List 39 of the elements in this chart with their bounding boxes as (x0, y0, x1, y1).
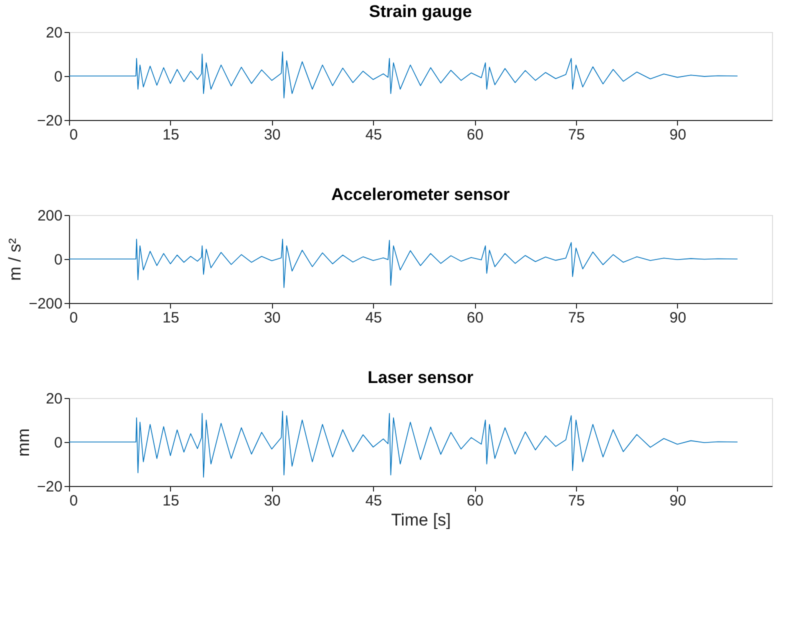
line-series (68, 238, 738, 288)
x-tick-label: 15 (162, 126, 180, 144)
x-tick-label: 75 (568, 126, 585, 144)
chart-title: Strain gauge (369, 2, 472, 21)
x-tick-label: 75 (568, 492, 585, 510)
y-tick-label: −20 (37, 112, 62, 130)
y-axis-title: m / s² (6, 238, 25, 281)
y-tick-label: −20 (37, 478, 62, 496)
x-tick-label: 75 (568, 310, 585, 326)
line-series (68, 51, 738, 98)
x-tick-label: 15 (162, 310, 180, 326)
line-series (68, 410, 738, 478)
chart-title: Laser sensor (368, 368, 474, 387)
x-tick-label: 30 (264, 310, 281, 326)
x-axis-title: Time [s] (391, 510, 451, 530)
y-tick-label: 20 (46, 24, 62, 42)
y-tick-label: 0 (54, 68, 62, 86)
y-tick-label: 200 (37, 208, 62, 224)
x-tick-label: 60 (466, 126, 484, 144)
y-tick-label: 0 (54, 434, 62, 452)
y-axis-title: mm (14, 428, 34, 457)
y-tick-label: 0 (54, 252, 62, 268)
x-tick-label: 90 (670, 310, 686, 326)
x-tick-label: 60 (466, 492, 484, 510)
x-tick-label: 45 (365, 492, 382, 510)
y-tick-label: 20 (46, 390, 62, 408)
x-tick-label: 30 (264, 126, 281, 144)
x-tick-label: 45 (365, 310, 382, 326)
x-tick-label: 45 (365, 126, 382, 144)
x-tick-label: 90 (670, 126, 686, 144)
x-tick-label: 60 (466, 310, 484, 326)
x-tick-label: 15 (162, 492, 180, 510)
x-tick-label: 0 (70, 126, 78, 144)
x-tick-label: 0 (70, 310, 78, 326)
chart-title: Accelerometer sensor (331, 185, 510, 204)
x-tick-label: 90 (670, 492, 686, 510)
y-tick-label: −200 (28, 296, 62, 312)
x-tick-label: 0 (70, 492, 78, 510)
x-tick-label: 30 (264, 492, 281, 510)
